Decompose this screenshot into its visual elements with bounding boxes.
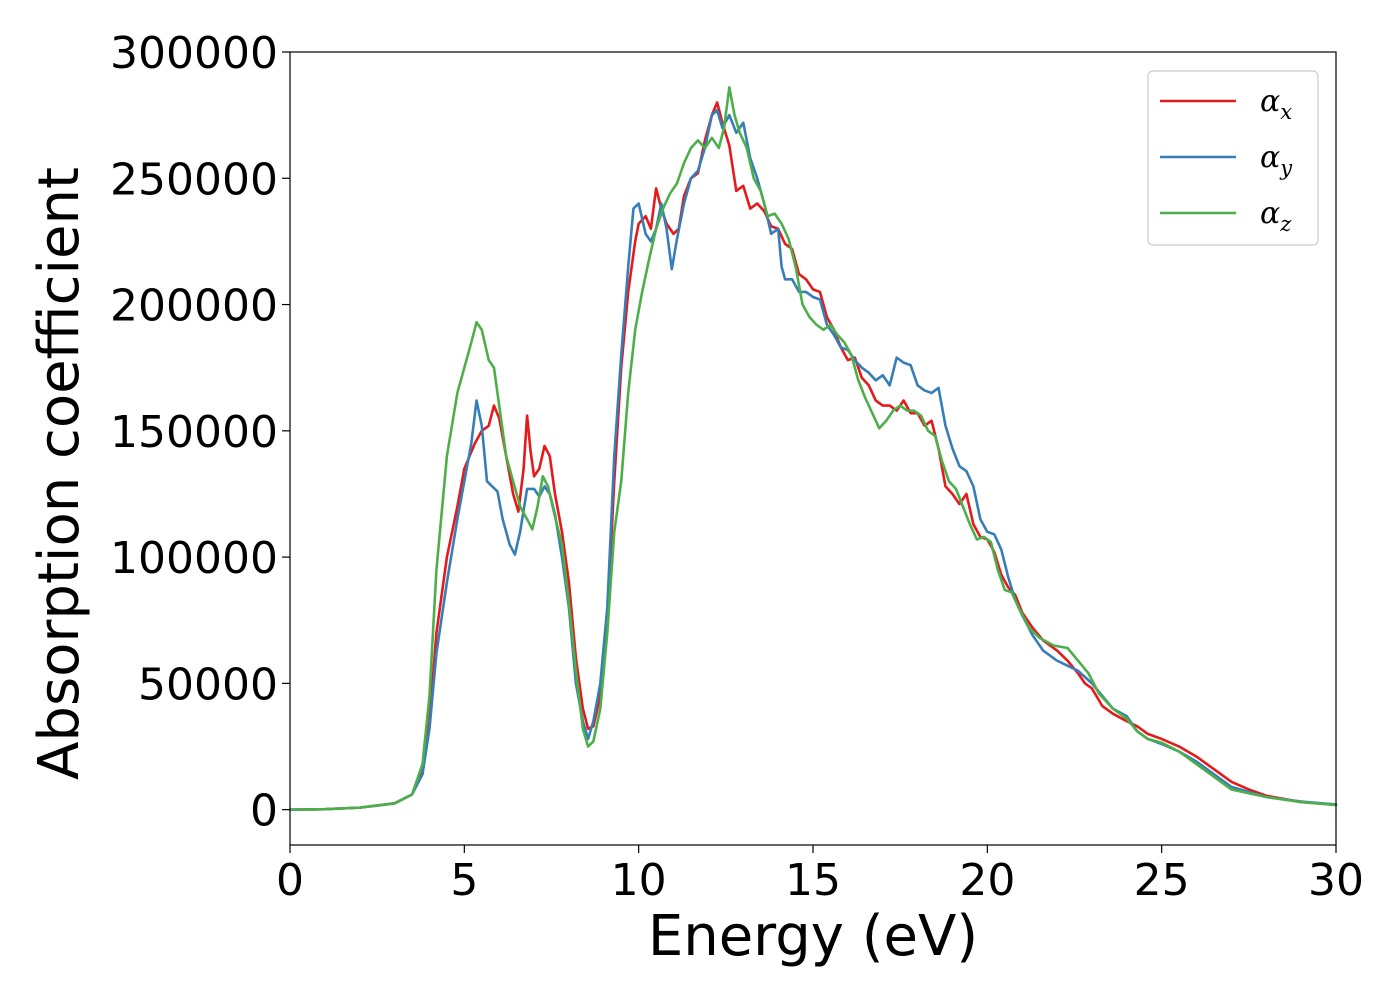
x-tick-label: 10 (611, 855, 667, 906)
y-tick-label: 50000 (138, 659, 278, 710)
x-tick-label: 0 (276, 855, 304, 906)
legend-label-z: αz (1260, 196, 1292, 236)
x-tick-label: 15 (785, 855, 841, 906)
y-tick-label: 100000 (110, 533, 278, 584)
y-tick-label: 0 (250, 786, 278, 837)
x-tick-label: 25 (1134, 855, 1190, 906)
legend: αx αy αz (1147, 70, 1319, 246)
x-tick-label: 30 (1308, 855, 1364, 906)
y-tick-label: 150000 (110, 407, 278, 458)
y-axis-title: Absorption coefficient (27, 167, 92, 780)
series-line-z (288, 86, 1338, 811)
legend-label-y: αy (1260, 140, 1293, 180)
x-tick-label: 20 (959, 855, 1015, 906)
y-tick-label: 300000 (110, 28, 278, 79)
y-axis-ticks: 0 50000 100000 150000 200000 250000 300000 (110, 28, 290, 837)
x-axis-ticks: 0 5 10 15 20 25 30 (276, 845, 1364, 906)
series-layer (288, 86, 1338, 811)
x-axis-title: Energy (eV) (648, 904, 978, 969)
legend-label-x: αx (1260, 84, 1292, 124)
series-line-x (288, 101, 1338, 811)
x-tick-label: 5 (450, 855, 478, 906)
y-tick-label: 200000 (110, 281, 278, 332)
y-tick-label: 250000 (110, 154, 278, 205)
